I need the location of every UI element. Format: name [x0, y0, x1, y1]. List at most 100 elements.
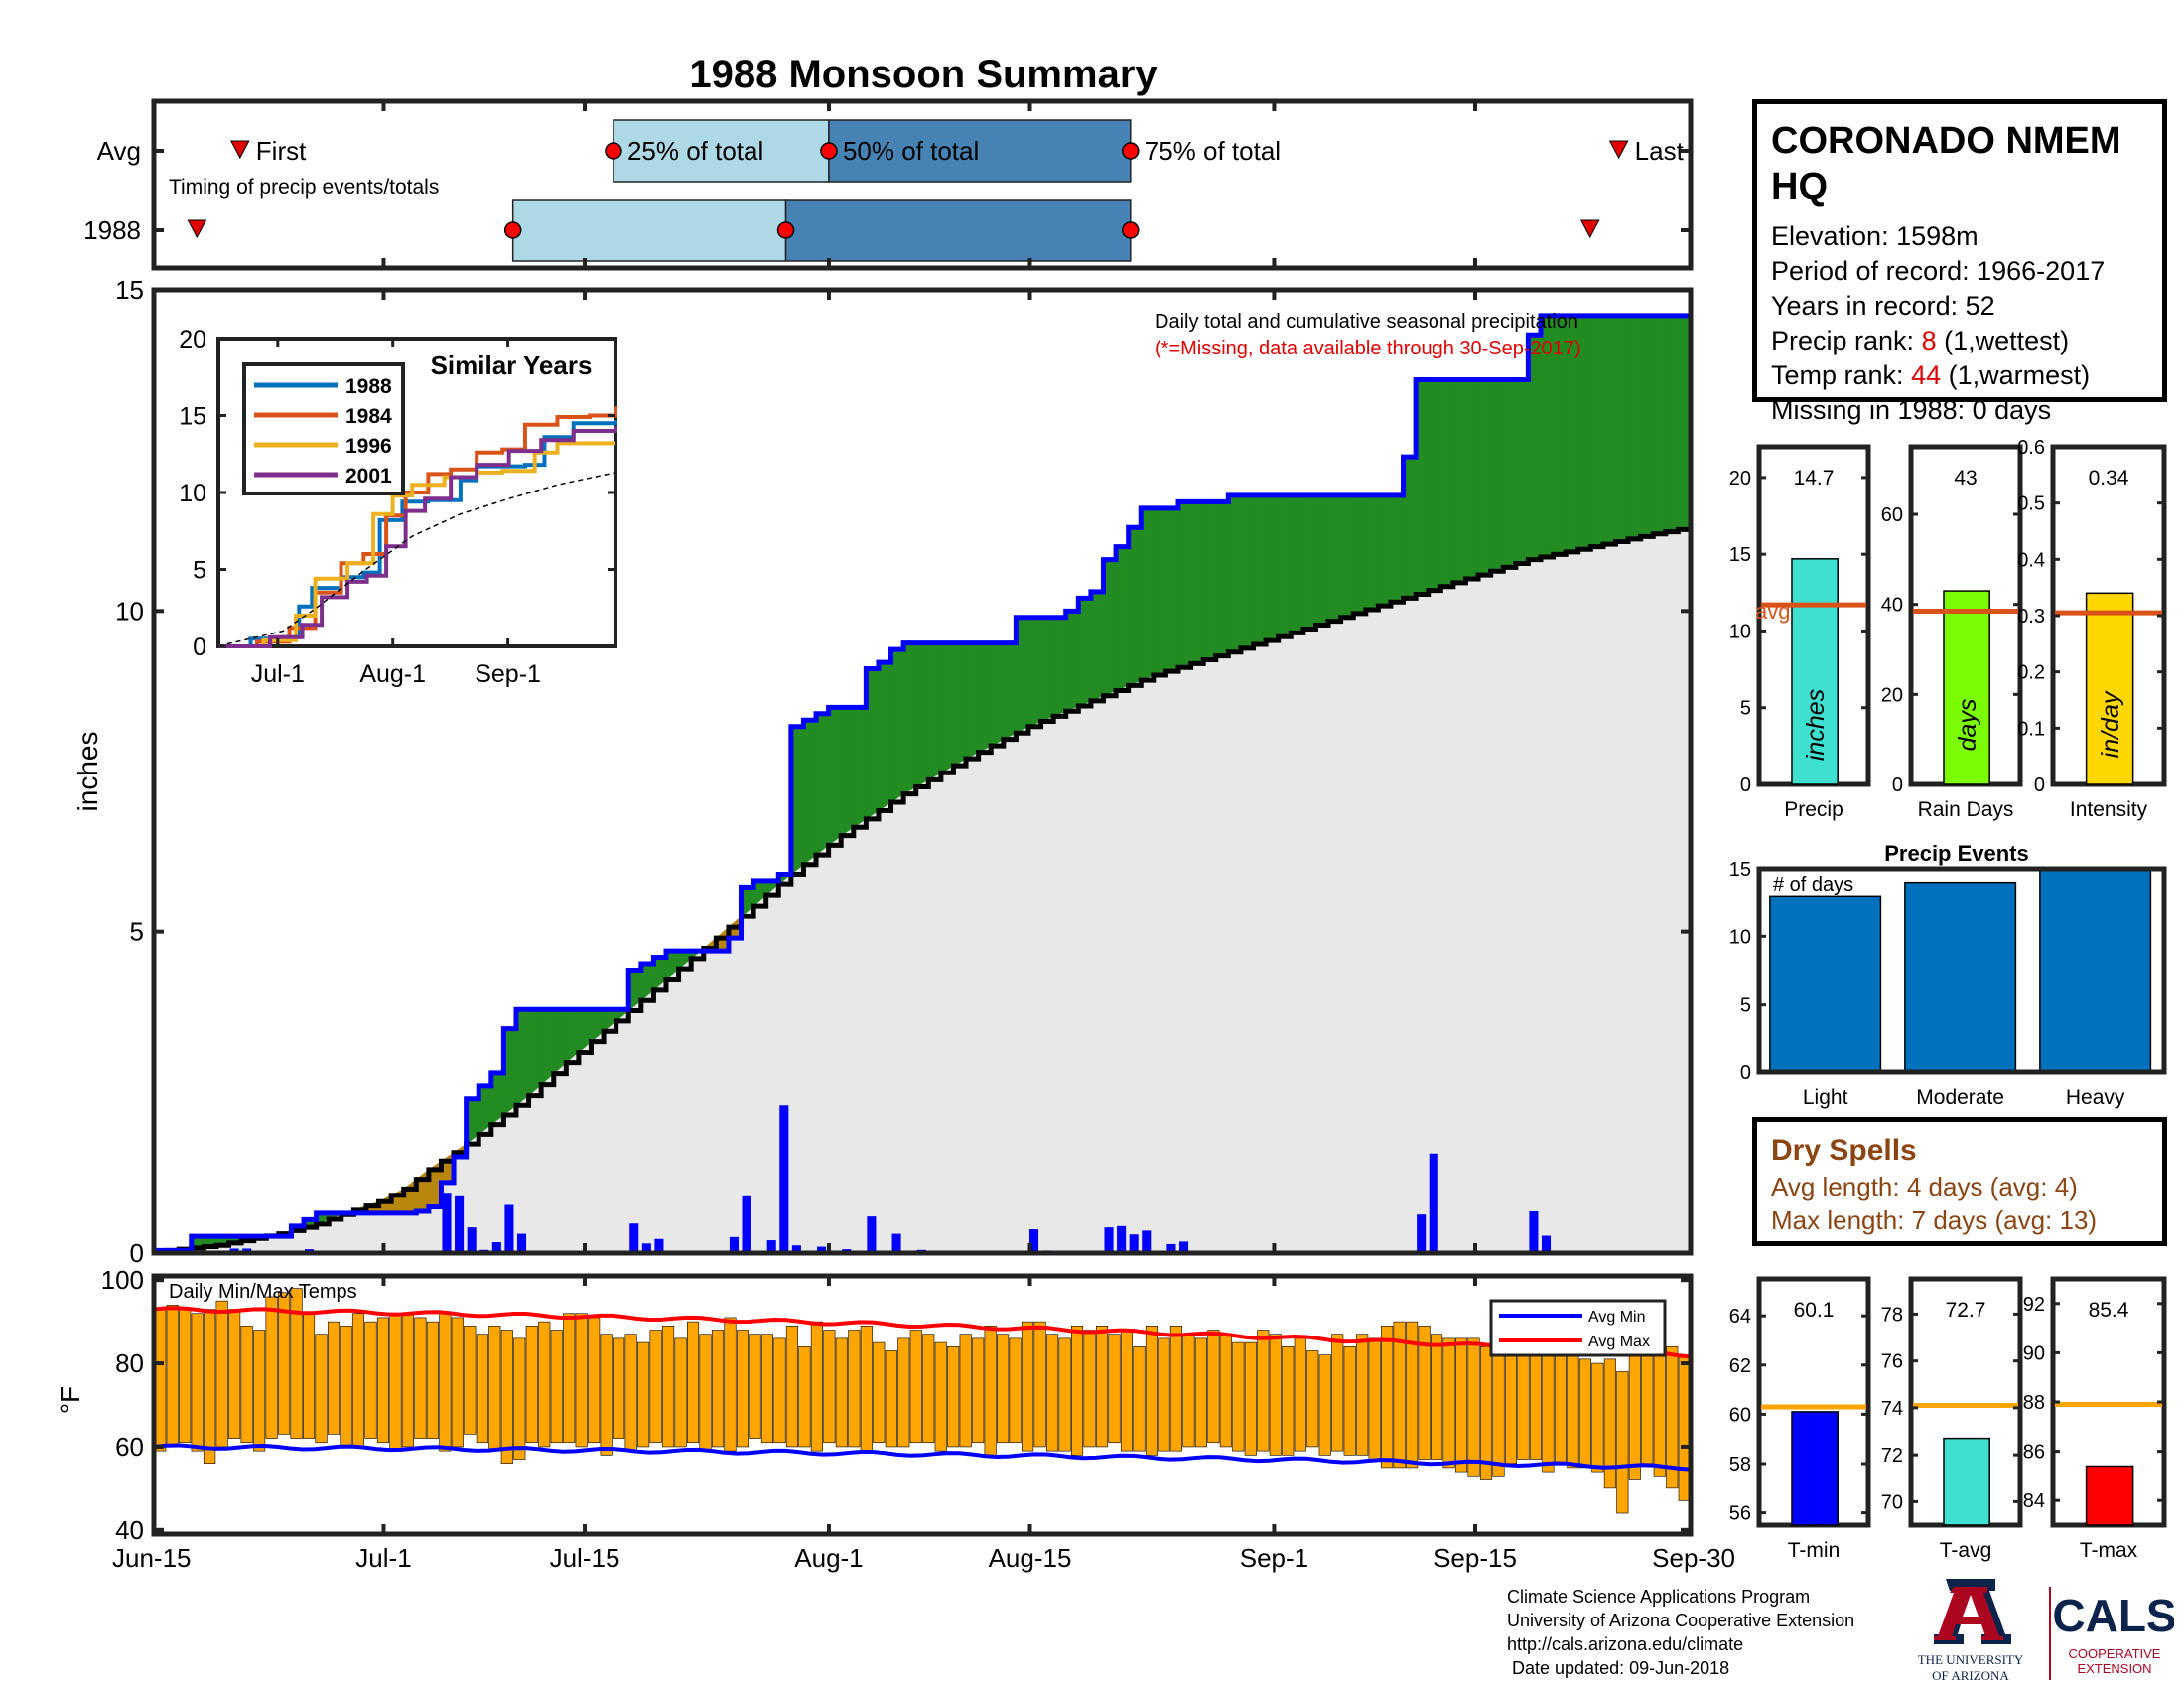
- cumulative-difference-segment: [1428, 379, 1441, 592]
- tavg_bar-y-tick-label: 72: [1881, 1445, 1903, 1467]
- daily-temp-range-bar: [315, 1334, 328, 1444]
- logo-cals: CALS: [2052, 1590, 2174, 1641]
- avg-max-line: [153, 1306, 1692, 1359]
- cumulative-difference-segment: [1165, 507, 1179, 672]
- daily-temp-range-bar: [810, 1321, 823, 1452]
- cumulative-difference-segment: [1352, 494, 1367, 615]
- intensity_bar-value-bar: [2085, 592, 2134, 785]
- x-tick-label: Sep-1: [1240, 1543, 1308, 1573]
- precip_bar-unit-label: inches: [1802, 689, 1830, 761]
- daily-precip-bar: [742, 1195, 751, 1253]
- inset-y-tick-label: 0: [193, 633, 206, 661]
- cumulative-difference-segment: [1365, 494, 1379, 611]
- tavg_bar-y-tick-label: 74: [1881, 1398, 1903, 1420]
- daily-temp-range-bar: [1542, 1337, 1555, 1473]
- cumulative-difference-segment: [1078, 598, 1092, 707]
- inset-legend-label-1988: 1988: [345, 375, 392, 398]
- timing-panel: Avg 1988 Timing of precip events/totals …: [83, 98, 1694, 271]
- cumulative-difference-segment: [1190, 501, 1204, 664]
- daily-temp-range-bar: [1033, 1321, 1046, 1448]
- tmax_bar-y-tick-label: 86: [2023, 1442, 2045, 1464]
- daily-temp-range-bar: [1381, 1326, 1394, 1469]
- daily-temp-range-bar: [798, 1345, 811, 1448]
- cumulative-difference-segment: [1439, 379, 1454, 588]
- daily-temp-range-bar: [624, 1334, 637, 1452]
- precip-events-annotation: # of days: [1773, 874, 1853, 896]
- precip_bar-y-tick-label: 15: [1729, 544, 1751, 566]
- cumulative-difference-segment: [1515, 379, 1529, 564]
- inset-x-tick-label: Aug-1: [359, 660, 426, 688]
- daily-temp-range-bar: [376, 1317, 389, 1444]
- timing-first-label: First: [256, 136, 307, 166]
- intensity_bar-y-tick-label: 0.1: [2017, 718, 2045, 740]
- daily-precip-bar: [455, 1195, 465, 1253]
- timing-box-50-75-avg: [828, 119, 1132, 183]
- cumulative-difference-segment: [1490, 379, 1504, 572]
- timing-box-25-50-year: [511, 199, 787, 262]
- x-tick-label: Aug-15: [989, 1543, 1072, 1573]
- precip_bar-value-label: 14.7: [1794, 467, 1835, 490]
- cumulative-difference-segment: [1090, 591, 1104, 702]
- cumulative-difference-segment: [1602, 315, 1616, 545]
- daily-precip-bar: [766, 1240, 776, 1253]
- cumulative-difference-segment: [890, 648, 904, 803]
- daily-temp-range-bar: [662, 1326, 675, 1448]
- cumulative-difference-segment: [1065, 611, 1079, 712]
- daily-precip-bar: [1417, 1214, 1427, 1253]
- similar-year-line-1996: [218, 441, 615, 648]
- tavg_bar-value-bar: [1943, 1437, 1990, 1526]
- daily-temp-range-bar: [265, 1296, 278, 1439]
- cumulative-difference-segment: [953, 642, 967, 767]
- daily-precip-bar: [791, 1245, 801, 1253]
- timing-percentile-marker: [776, 221, 795, 239]
- daily-temp-range-bar: [1529, 1350, 1542, 1460]
- precip_bar-y-tick-label: 0: [1740, 774, 1751, 796]
- daily-temp-range-bar: [860, 1326, 873, 1452]
- inset-legend-label-2001: 2001: [345, 465, 392, 488]
- precip-events-bar-moderate: [1904, 881, 2017, 1073]
- timing-percentile-marker: [820, 142, 838, 160]
- inset-x-tick-label: Jul-1: [251, 660, 305, 688]
- tavg_bar-y-tick-label: 70: [1881, 1491, 1903, 1513]
- daily-temp-range-bar: [897, 1337, 910, 1448]
- daily-precip-bar: [817, 1246, 827, 1253]
- daily-temp-range-bar: [934, 1341, 947, 1452]
- daily-temp-range-bar: [1616, 1371, 1629, 1514]
- station-temp-rank: Temp rank: 44 (1,warmest): [1771, 360, 2091, 390]
- temp-y-tick-label: 100: [101, 1265, 144, 1295]
- cumulative-difference-segment: [978, 642, 992, 754]
- daily-temp-range-bar: [909, 1330, 922, 1444]
- daily-temp-range-bar: [873, 1341, 886, 1444]
- daily-temp-range-bar: [1504, 1337, 1518, 1465]
- daily-precip-bar: [1429, 1153, 1438, 1253]
- daily-temp-range-bar: [972, 1337, 985, 1444]
- station-missing: Missing in 1988: 0 days: [1771, 395, 2052, 425]
- cumulative-difference-segment: [915, 642, 929, 788]
- daily-temp-range-bar: [1641, 1345, 1654, 1465]
- tavg_bar-value-label: 72.7: [1946, 1299, 1986, 1322]
- cumulative-difference-segment: [927, 642, 942, 780]
- daily-temp-range-bar: [1257, 1330, 1270, 1452]
- logo-coop-line-1: COOPERATIVE: [2069, 1646, 2161, 1661]
- intensity_bar-y-tick-label: 0.5: [2017, 493, 2045, 515]
- daily-precip-bar: [641, 1243, 651, 1253]
- tavg_bar-category-label: T-avg: [1940, 1539, 1992, 1562]
- daily-temp-range-bar: [1318, 1354, 1331, 1456]
- cumulative-difference-segment: [1290, 494, 1304, 633]
- temp-y-tick-label: 80: [115, 1348, 144, 1378]
- daily-temp-range-bar: [364, 1321, 377, 1439]
- cumulative-difference-segment: [1228, 494, 1242, 653]
- daily-temp-range-bar: [848, 1330, 861, 1448]
- main-chart-title: Daily total and cumulative seasonal prec…: [1155, 311, 1578, 333]
- daily-temp-range-bar: [426, 1321, 439, 1439]
- daily-temp-range-bar: [1182, 1334, 1195, 1448]
- timing-percentile-marker: [1122, 221, 1140, 239]
- cumulative-difference-segment: [1302, 494, 1316, 630]
- daily-temp-range-bar: [1120, 1330, 1134, 1452]
- daily-temp-range-bar: [1269, 1334, 1282, 1456]
- timing-row-label-year: 1988: [83, 215, 141, 245]
- daily-temp-range-bar: [773, 1337, 786, 1444]
- daily-temp-range-bar: [922, 1334, 935, 1444]
- daily-temp-range-bar: [1194, 1337, 1207, 1448]
- tmin_bar-category-label: T-min: [1788, 1539, 1841, 1562]
